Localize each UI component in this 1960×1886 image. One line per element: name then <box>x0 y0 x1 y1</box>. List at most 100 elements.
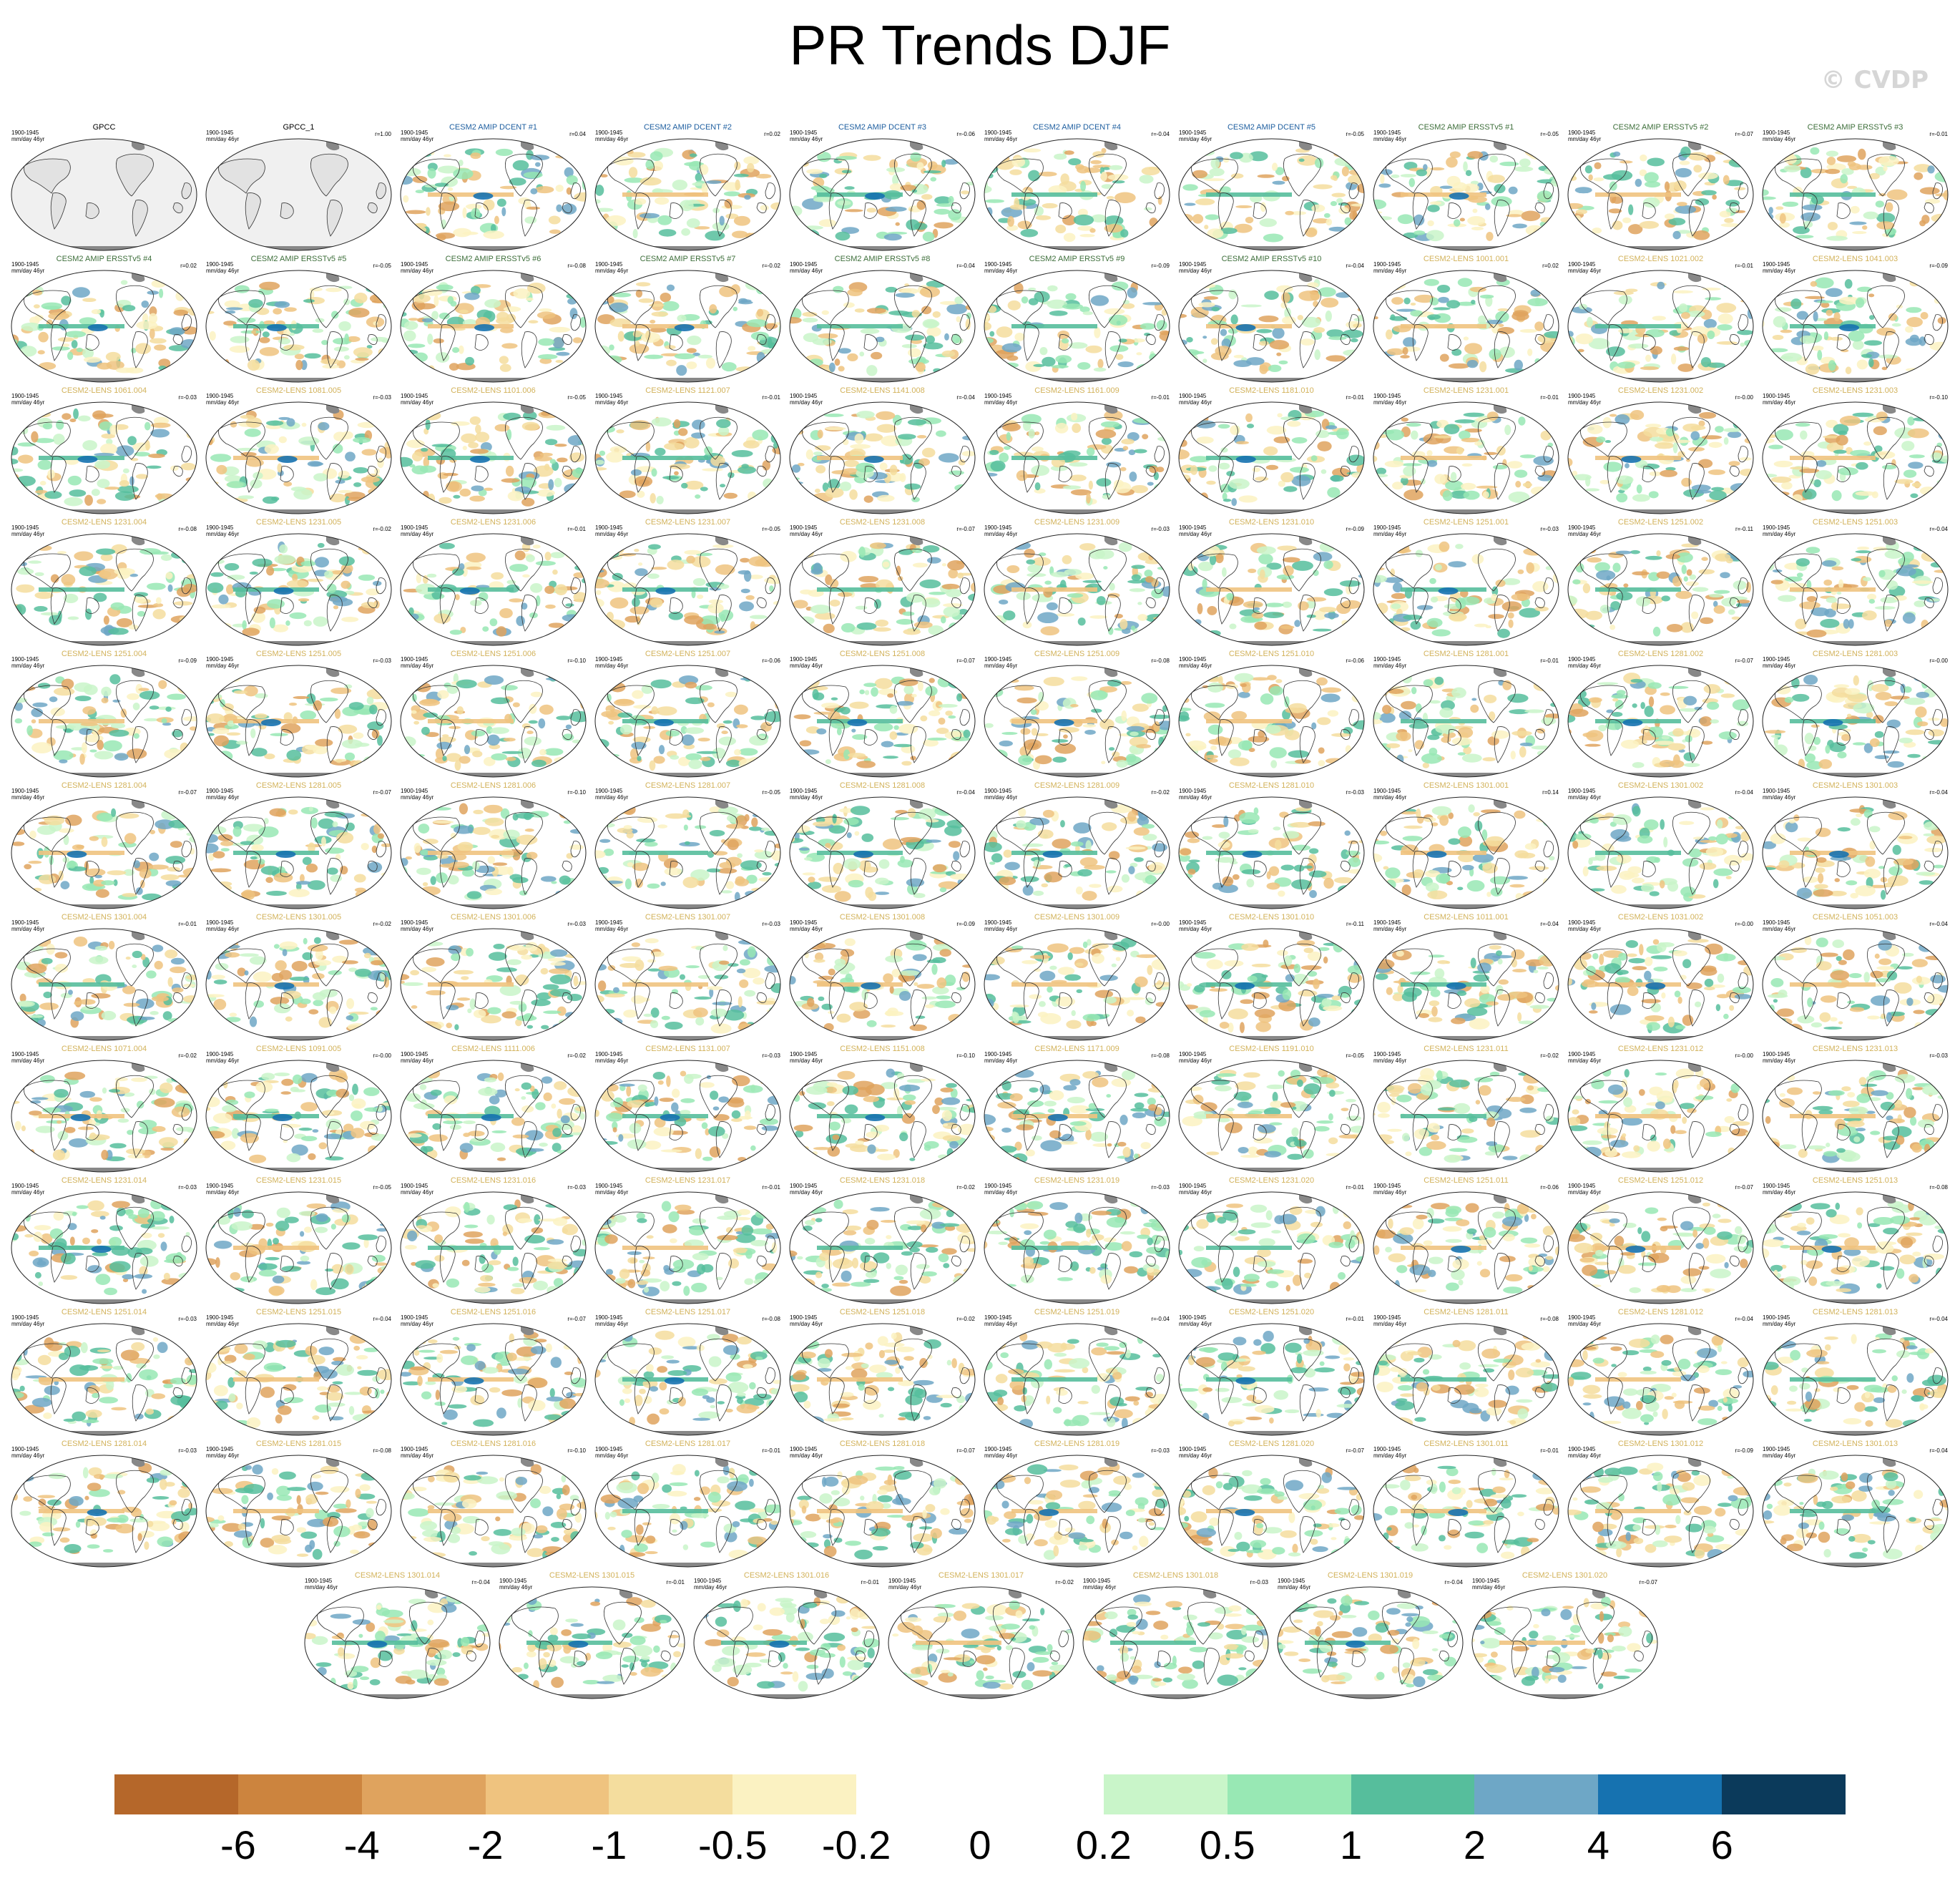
map-border <box>594 401 781 514</box>
trend-blob <box>574 228 582 233</box>
trend-blob <box>990 460 1006 472</box>
trend-blob <box>966 312 971 320</box>
units-label: mm/day 46yr <box>984 268 1018 274</box>
map-border <box>984 270 1170 383</box>
trend-blob <box>984 614 991 625</box>
trend-blob <box>1234 223 1253 233</box>
period-label: 1900-1945 <box>401 524 428 531</box>
trend-blob <box>705 357 716 369</box>
trend-blob <box>1397 542 1410 554</box>
trend-blob <box>494 424 510 432</box>
continent-outline <box>1866 285 1905 328</box>
trend-blob <box>1826 309 1833 316</box>
trend-blob <box>674 353 695 360</box>
trend-blob <box>900 454 913 465</box>
trend-blob <box>790 750 791 758</box>
trend-blob <box>34 572 44 577</box>
trend-blob <box>503 306 521 312</box>
trend-blob <box>836 155 857 160</box>
trend-blob <box>170 465 179 472</box>
trend-blob <box>286 749 302 761</box>
trend-blob <box>207 582 224 593</box>
trend-blob <box>1654 442 1675 449</box>
trend-blob <box>1826 597 1838 603</box>
continent-outline <box>893 416 932 460</box>
trend-blob <box>1325 758 1345 764</box>
trend-blob <box>915 362 926 372</box>
panel-period: 1900-1945 mm/day 46yr <box>1763 261 1795 274</box>
trend-blob <box>597 548 614 560</box>
trend-blob <box>1260 202 1266 212</box>
trend-blob <box>405 492 421 501</box>
trend-blob <box>910 152 921 162</box>
trend-blob <box>369 704 378 715</box>
period-label: 1900-1945 <box>595 393 623 399</box>
trend-blob <box>423 456 430 468</box>
trend-blob <box>1612 220 1623 230</box>
trend-blob <box>688 759 702 769</box>
trend-blob <box>1356 423 1364 432</box>
continent-outline <box>1088 285 1127 328</box>
trend-blob <box>1153 721 1160 732</box>
continent-outline <box>607 158 655 194</box>
trend-blob <box>1698 569 1715 575</box>
equatorial-band <box>1595 192 1681 197</box>
trend-blob <box>697 354 712 358</box>
trend-blob <box>1448 561 1466 568</box>
trend-blob <box>1183 148 1200 153</box>
trend-blob <box>461 433 477 444</box>
trend-blob <box>1476 485 1498 489</box>
trend-blob <box>1763 228 1775 236</box>
trend-blob <box>408 318 419 321</box>
continent-outline <box>1217 192 1234 230</box>
trend-blob <box>155 493 174 499</box>
trend-blob <box>210 572 224 577</box>
trend-blob <box>1373 545 1382 557</box>
trend-blob <box>1278 480 1285 487</box>
trend-blob <box>632 736 651 743</box>
trend-blob <box>999 754 1004 766</box>
trend-blob <box>873 599 882 609</box>
trend-blob <box>14 702 23 711</box>
trend-blob <box>1772 334 1784 341</box>
trend-blob <box>1639 220 1660 229</box>
map-panel: CESM2-LENS 1101.006 1900-1945 mm/day 46yr r… <box>396 386 590 517</box>
trend-blob <box>209 331 216 341</box>
trend-blob <box>127 693 139 700</box>
trend-blob <box>247 359 260 371</box>
trend-blob <box>1914 164 1932 172</box>
trend-blob <box>1514 469 1528 478</box>
continent-outline <box>85 334 99 351</box>
trend-blob <box>159 288 164 298</box>
trend-blob <box>650 679 672 689</box>
trend-blob <box>684 615 704 625</box>
units-label: mm/day 46yr <box>401 136 434 142</box>
pattern-correlation: r=-0.01 <box>567 526 586 532</box>
trend-blob <box>986 626 1007 632</box>
antarctica <box>790 509 975 514</box>
strong-trend-patch <box>1621 456 1642 463</box>
trend-blob <box>338 470 350 479</box>
map-border <box>11 270 197 383</box>
trend-blob <box>732 306 738 311</box>
trend-blob <box>1020 229 1039 238</box>
trend-blob <box>442 756 447 761</box>
trend-blob <box>53 434 65 445</box>
trend-blob <box>814 612 836 620</box>
trend-blob <box>514 550 526 561</box>
trend-blob <box>885 206 907 212</box>
map-panel: CESM2-LENS 1231.005 1900-1945 mm/day 46yr r… <box>202 518 396 648</box>
trend-blob <box>401 546 413 554</box>
trend-blob <box>1680 312 1690 319</box>
trend-blob <box>574 687 586 695</box>
trend-blob <box>1609 181 1617 191</box>
trend-blob <box>1314 157 1324 169</box>
trend-blob <box>26 725 33 736</box>
continent-outline <box>1494 331 1510 368</box>
trend-blob <box>1229 623 1237 630</box>
trend-blob <box>94 751 114 760</box>
trend-blob <box>743 570 752 582</box>
trend-blob <box>1744 340 1753 346</box>
continent-outline <box>1340 466 1351 477</box>
trend-blob <box>1532 581 1549 592</box>
